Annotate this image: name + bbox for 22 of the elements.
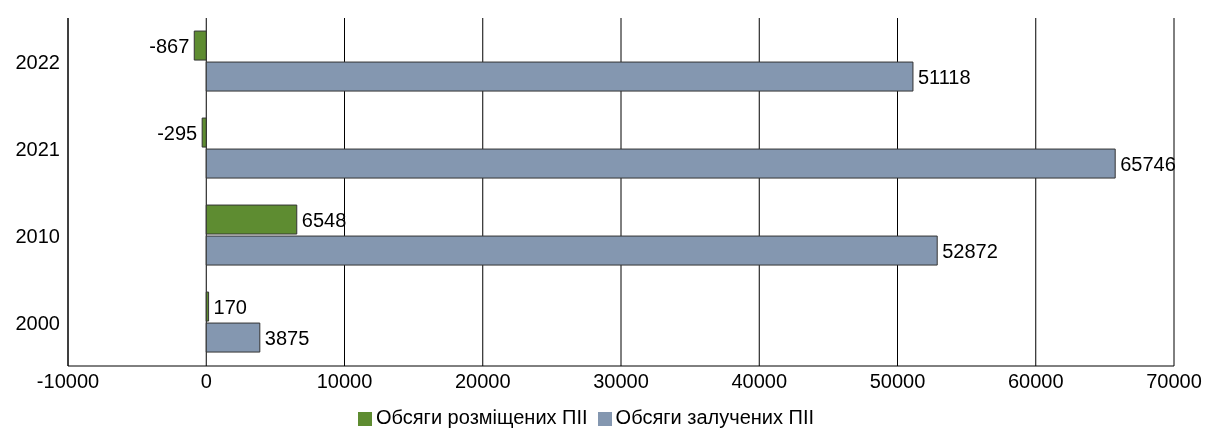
data-label: -295 [157, 121, 198, 144]
y-tick-label: 2000 [15, 311, 60, 334]
y-tick-label: 2010 [15, 224, 60, 247]
data-label: 65746 [1120, 152, 1176, 175]
x-tick-label: 20000 [454, 370, 511, 393]
y-tick-label: 2022 [15, 50, 60, 73]
data-label: 3875 [264, 326, 310, 349]
x-tick-label: 0 [200, 370, 212, 393]
x-tick-label: 60000 [1007, 370, 1064, 393]
x-tick-label: 10000 [316, 370, 373, 393]
x-tick-label: 50000 [869, 370, 926, 393]
legend-label: Обсяги розміщених ПІІ [375, 406, 588, 428]
legend-label: Обсяги залучених ПІІ [615, 406, 815, 428]
x-tick-label: 40000 [731, 370, 788, 393]
y-tick-label: 2021 [15, 137, 60, 160]
data-label: 51118 [917, 65, 971, 88]
data-label: -867 [149, 34, 190, 57]
data-label: 52872 [942, 239, 998, 262]
x-tick-label: 30000 [593, 370, 649, 393]
data-label: 170 [213, 295, 247, 318]
x-tick-label: 70000 [1146, 370, 1202, 393]
x-tick-label: -10000 [36, 370, 100, 393]
